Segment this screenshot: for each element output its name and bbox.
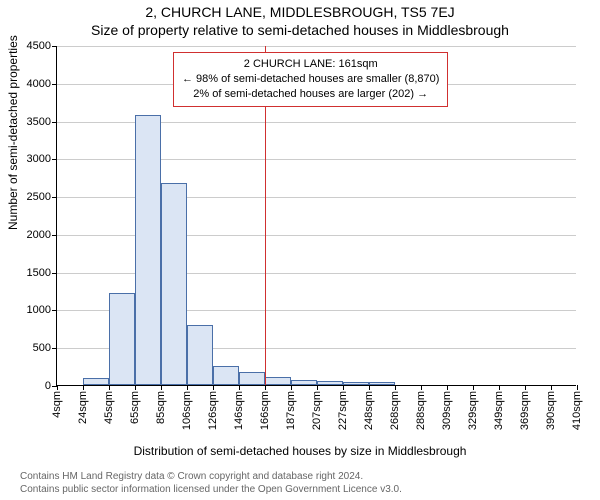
xtick-mark [473, 385, 474, 390]
xtick-label: 207sqm [311, 391, 323, 430]
xtick-mark [369, 385, 370, 390]
xtick-label: 369sqm [519, 391, 531, 430]
ytick-mark [52, 46, 57, 47]
histogram-bar [83, 378, 109, 385]
ytick-label: 1000 [27, 304, 51, 316]
histogram-bar [135, 115, 161, 385]
xtick-mark [161, 385, 162, 390]
ytick-label: 2500 [27, 191, 51, 203]
histogram-plot-area: 0500100015002000250030003500400045004sqm… [56, 46, 576, 386]
chart-title-line1: 2, CHURCH LANE, MIDDLESBROUGH, TS5 7EJ [0, 4, 600, 20]
histogram-bar [369, 382, 395, 385]
xtick-label: 268sqm [389, 391, 401, 430]
ytick-label: 3500 [27, 116, 51, 128]
histogram-bar [161, 183, 187, 385]
ytick-mark [52, 310, 57, 311]
footer-attribution-1: Contains HM Land Registry data © Crown c… [20, 471, 363, 482]
histogram-bar [317, 381, 343, 385]
ytick-label: 500 [33, 342, 51, 354]
xtick-label: 227sqm [337, 391, 349, 430]
xtick-label: 390sqm [545, 391, 557, 430]
xtick-label: 187sqm [285, 391, 297, 430]
xtick-label: 410sqm [571, 391, 583, 430]
x-axis-label: Distribution of semi-detached houses by … [0, 444, 600, 458]
histogram-bar [239, 372, 265, 385]
xtick-mark [213, 385, 214, 390]
xtick-mark [525, 385, 526, 390]
ytick-mark [52, 273, 57, 274]
reference-annotation-box: 2 CHURCH LANE: 161sqm ← 98% of semi-deta… [173, 52, 448, 107]
xtick-mark [317, 385, 318, 390]
xtick-label: 349sqm [493, 391, 505, 430]
xtick-mark [577, 385, 578, 390]
xtick-mark [187, 385, 188, 390]
histogram-bar [213, 366, 239, 385]
xtick-label: 248sqm [363, 391, 375, 430]
xtick-label: 288sqm [415, 391, 427, 430]
ytick-mark [52, 84, 57, 85]
ytick-mark [52, 159, 57, 160]
xtick-mark [499, 385, 500, 390]
xtick-mark [551, 385, 552, 390]
xtick-mark [291, 385, 292, 390]
ytick-mark [52, 348, 57, 349]
histogram-bar [343, 382, 369, 385]
xtick-label: 309sqm [441, 391, 453, 430]
xtick-mark [57, 385, 58, 390]
xtick-label: 166sqm [259, 391, 271, 430]
gridline-h [57, 46, 576, 47]
xtick-mark [395, 385, 396, 390]
chart-title-line2: Size of property relative to semi-detach… [0, 22, 600, 38]
xtick-mark [265, 385, 266, 390]
annotation-line-1: 2 CHURCH LANE: 161sqm [182, 57, 439, 72]
xtick-label: 106sqm [181, 391, 193, 430]
xtick-mark [447, 385, 448, 390]
histogram-bar [265, 377, 291, 385]
histogram-bar [187, 325, 213, 385]
xtick-label: 4sqm [51, 391, 63, 418]
xtick-label: 329sqm [467, 391, 479, 430]
ytick-label: 4000 [27, 78, 51, 90]
xtick-mark [109, 385, 110, 390]
xtick-label: 85sqm [155, 391, 167, 424]
xtick-label: 45sqm [103, 391, 115, 424]
histogram-bar [291, 380, 317, 385]
ytick-label: 2000 [27, 229, 51, 241]
histogram-bar [109, 293, 135, 385]
xtick-label: 126sqm [207, 391, 219, 430]
ytick-mark [52, 197, 57, 198]
xtick-mark [83, 385, 84, 390]
xtick-mark [421, 385, 422, 390]
xtick-label: 24sqm [77, 391, 89, 424]
xtick-mark [135, 385, 136, 390]
xtick-mark [239, 385, 240, 390]
xtick-label: 65sqm [129, 391, 141, 424]
ytick-label: 3000 [27, 153, 51, 165]
ytick-mark [52, 122, 57, 123]
ytick-label: 1500 [27, 267, 51, 279]
xtick-mark [343, 385, 344, 390]
xtick-label: 146sqm [233, 391, 245, 430]
ytick-mark [52, 235, 57, 236]
ytick-label: 4500 [27, 40, 51, 52]
annotation-line-2: ← 98% of semi-detached houses are smalle… [182, 72, 439, 87]
y-axis-label: Number of semi-detached properties [6, 35, 20, 230]
annotation-line-3: 2% of semi-detached houses are larger (2… [182, 87, 439, 102]
footer-attribution-2: Contains public sector information licen… [20, 484, 402, 495]
